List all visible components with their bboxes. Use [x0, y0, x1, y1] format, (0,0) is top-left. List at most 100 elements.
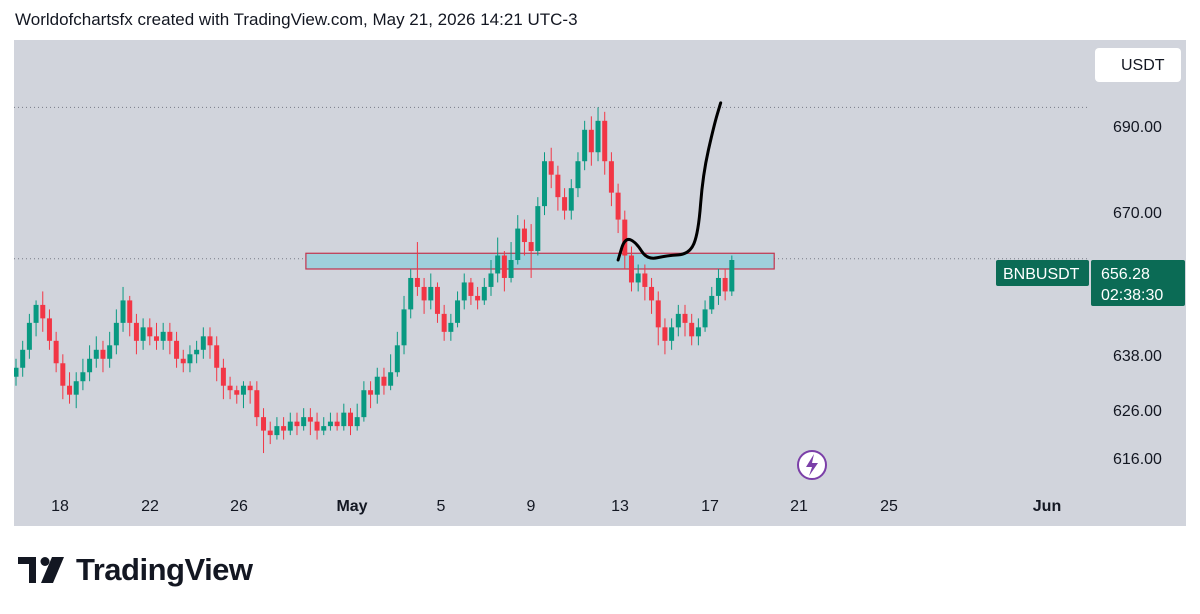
projection-line[interactable] — [616, 101, 723, 262]
candle-body — [675, 313, 681, 328]
tradingview-logo[interactable]: TradingView — [18, 552, 253, 588]
candlestick-chart[interactable]: 18 22 26 May 5 9 13 17 21 25 Jun 690.00 670.00 638.0… — [14, 40, 1186, 526]
candle — [46, 309, 52, 350]
symbol-price-label[interactable]: BNBUSDT 656.28 02:38:30 — [996, 260, 1185, 306]
candle-body — [227, 385, 233, 391]
candle-body — [261, 417, 267, 431]
candle-body — [368, 390, 374, 395]
candle-body — [200, 336, 206, 350]
candle — [715, 268, 721, 305]
candle-body — [274, 426, 280, 436]
candle-body — [615, 192, 621, 220]
candle-body — [107, 345, 113, 359]
time-axis[interactable]: 18 22 26 May 5 9 13 17 21 25 Jun — [51, 498, 1061, 515]
candle-body — [254, 390, 260, 418]
candle-body — [348, 412, 353, 427]
candle-body — [314, 421, 320, 431]
candle-body — [14, 367, 19, 377]
time-axis-label: 18 — [51, 498, 69, 515]
resistance-zone-rectangle[interactable] — [305, 252, 775, 270]
candle-body — [461, 282, 467, 301]
candle-body — [388, 372, 394, 386]
candles-layer — [14, 107, 735, 454]
candle — [334, 412, 340, 431]
candle — [220, 358, 226, 400]
candle — [60, 354, 66, 400]
candle-body — [140, 327, 146, 341]
candle — [20, 340, 26, 377]
candle — [214, 336, 220, 382]
chart-attribution: Worldofchartsfx created with TradingView… — [15, 10, 578, 29]
candle-body — [180, 358, 186, 364]
candle — [153, 322, 159, 350]
currency-badge[interactable]: USDT — [1095, 48, 1181, 82]
candle-body — [421, 286, 427, 301]
candle-body — [40, 304, 46, 319]
candle — [468, 277, 474, 305]
projection-drawing-layer[interactable] — [616, 101, 723, 262]
candle — [568, 179, 574, 220]
price-axis[interactable]: 690.00 670.00 638.00 626.00 616.00 — [1113, 119, 1162, 468]
candle-body — [528, 242, 534, 252]
candle — [662, 318, 668, 355]
time-axis-label: 13 — [611, 498, 629, 515]
candle-body — [642, 273, 648, 287]
candle-body — [588, 129, 594, 153]
candle — [33, 300, 39, 337]
candle-body — [20, 349, 26, 368]
candle — [247, 381, 253, 404]
candle-body — [147, 327, 153, 337]
lightning-icon[interactable] — [797, 450, 827, 480]
resistance-zone-layer[interactable] — [305, 252, 775, 270]
candle — [140, 318, 146, 350]
candle — [254, 381, 260, 427]
currency-label: USDT — [1121, 57, 1165, 74]
time-axis-label: 21 — [790, 498, 808, 515]
candle — [401, 295, 407, 355]
candle-body — [113, 322, 119, 346]
candle — [481, 277, 487, 305]
price-axis-label: 616.00 — [1113, 451, 1162, 468]
candle — [107, 331, 113, 368]
candle-body — [715, 277, 721, 296]
time-axis-label: May — [336, 498, 367, 515]
candle — [501, 251, 507, 292]
candle-body — [394, 345, 400, 373]
candle-body — [649, 286, 655, 301]
candle — [434, 282, 440, 323]
candle-body — [60, 363, 66, 386]
candle-body — [53, 340, 59, 364]
candle — [414, 242, 420, 296]
candle-body — [662, 327, 668, 341]
candle-body — [548, 161, 554, 175]
chart-area[interactable]: 18 22 26 May 5 9 13 17 21 25 Jun 690.00 670.00 638.0… — [14, 40, 1186, 526]
candle — [582, 120, 588, 171]
candle-body — [455, 300, 461, 323]
candle-body — [153, 336, 159, 341]
candle — [261, 408, 267, 454]
candle-body — [321, 426, 327, 431]
candle — [53, 331, 59, 373]
plot-background — [14, 40, 1089, 526]
candle — [40, 291, 46, 332]
candle — [695, 318, 701, 346]
candle — [274, 417, 280, 440]
candle-body — [120, 300, 126, 323]
candle — [307, 408, 313, 436]
candle — [702, 300, 708, 332]
candle-body — [93, 349, 99, 359]
candle-body — [133, 322, 139, 341]
candle-body — [381, 376, 387, 386]
candle-body — [301, 417, 307, 427]
price-axis-label: 690.00 — [1113, 119, 1162, 136]
candle — [521, 219, 527, 256]
candle — [287, 412, 293, 436]
candle-body — [67, 385, 73, 395]
candle — [602, 111, 608, 175]
candle-body — [535, 206, 541, 252]
candle-body — [234, 390, 240, 395]
candle-body — [247, 385, 253, 391]
candle-body — [575, 161, 581, 189]
candle-body — [669, 327, 675, 341]
candle — [321, 417, 327, 436]
